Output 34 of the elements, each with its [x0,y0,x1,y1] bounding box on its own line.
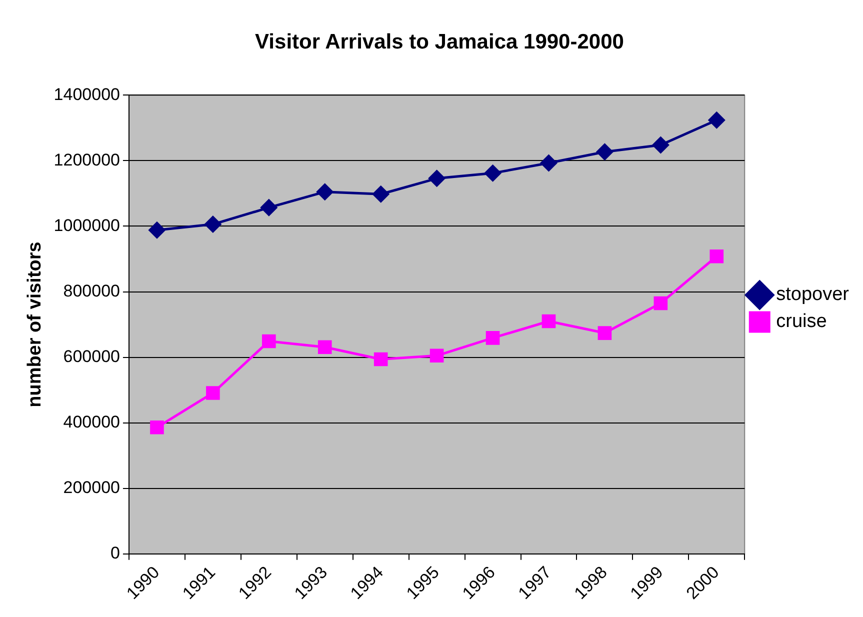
point [596,144,613,160]
legend-label: stopover [776,284,850,306]
point [484,164,502,182]
y-tick-label: 0 [110,544,120,563]
point [428,170,446,187]
y-axis-title: number of visitors [24,242,46,408]
chart-title: Visitor Arrivals to Jamaica 1990-2000 [255,30,624,54]
y-tick-label: 200000 [63,478,120,497]
point [204,216,222,233]
point [262,334,276,348]
point [374,352,388,366]
y-tick-label: 600000 [63,346,120,366]
point [150,420,164,434]
point [710,249,724,264]
point [654,296,668,310]
y-tick-label: 800000 [63,281,120,300]
point [372,186,390,202]
point [486,331,500,345]
point [318,340,332,354]
y-tick-label: 400000 [63,412,120,432]
point [430,348,444,363]
y-tick-label: 1000000 [54,216,120,235]
point [148,222,166,238]
legend-label: cruise [776,311,827,332]
y-tick-label: 1400000 [54,84,120,104]
point [540,154,557,172]
point [708,112,725,128]
point [542,314,556,328]
point [206,386,220,400]
point [316,184,334,200]
point [598,326,612,340]
point [260,199,278,216]
point [652,136,669,154]
y-tick-label: 1200000 [54,150,120,170]
